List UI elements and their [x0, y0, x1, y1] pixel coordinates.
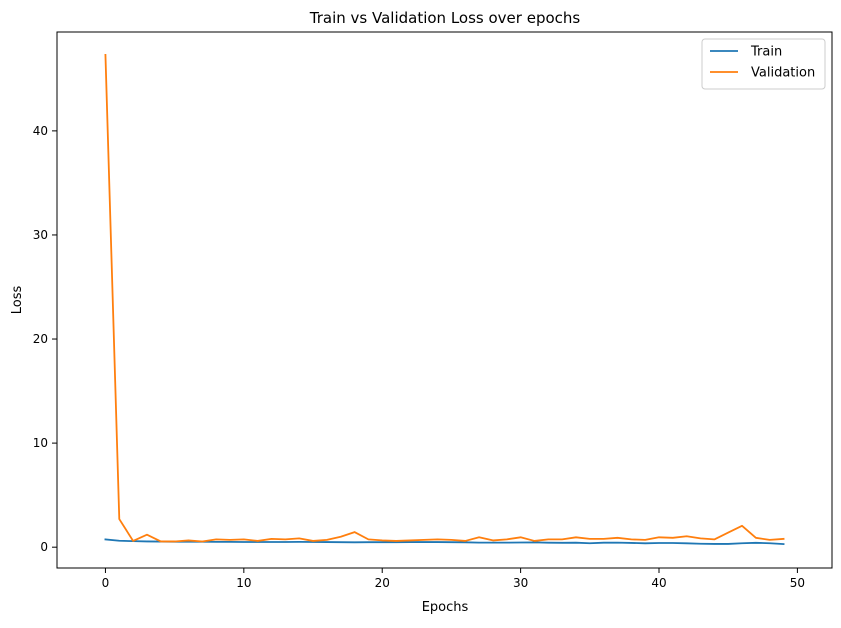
legend-label-train: Train [750, 45, 782, 60]
series-line-validation [104, 53, 785, 543]
axis-ticks: 0 10 20 30 40 50 0 10 20 30 40 [33, 124, 805, 590]
y-axis-label: Loss [10, 286, 25, 315]
x-tick-label: 40 [651, 576, 666, 590]
x-tick-label: 10 [236, 576, 251, 590]
plot-area [104, 53, 785, 546]
x-axis-label: Epochs [422, 600, 469, 615]
y-tick-label: 20 [33, 332, 48, 346]
plot-frame [56, 31, 833, 569]
x-tick-label: 50 [790, 576, 805, 590]
y-tick-label: 30 [33, 228, 48, 242]
legend: Train Validation [701, 38, 826, 90]
x-tick-label: 0 [102, 576, 110, 590]
chart-title: Train vs Validation Loss over epochs [309, 9, 581, 27]
x-tick-label: 20 [375, 576, 390, 590]
y-tick-label: 0 [40, 540, 48, 554]
x-tick-label: 30 [513, 576, 528, 590]
y-tick-label: 10 [33, 436, 48, 450]
legend-label-validation: Validation [751, 66, 815, 81]
y-tick-label: 40 [33, 124, 48, 138]
series-line-train [104, 538, 785, 546]
